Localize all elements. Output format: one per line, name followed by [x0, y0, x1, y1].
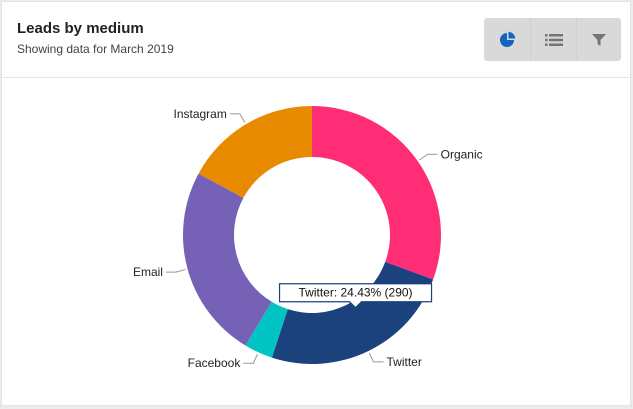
- slice-instagram[interactable]: [198, 105, 312, 198]
- slice-twitter[interactable]: [271, 261, 434, 364]
- label-instagram: Instagram: [173, 107, 226, 121]
- leader-line-instagram: [229, 113, 246, 123]
- view-toolbar: [484, 18, 621, 61]
- chart-subtitle: Showing data for March 2019: [17, 42, 174, 56]
- slice-facebook[interactable]: [245, 301, 288, 358]
- label-facebook: Facebook: [188, 356, 242, 370]
- chart-tooltip: Twitter: 24.43% (290): [278, 283, 433, 309]
- donut-chart: Organic Twitter Facebook Email Instagram Twit…: [133, 105, 483, 370]
- pie-view-button[interactable]: [484, 18, 530, 61]
- label-twitter: Twitter: [387, 355, 422, 369]
- leader-line-twitter: [368, 352, 384, 363]
- slice-organic[interactable]: [312, 106, 442, 280]
- filter-button[interactable]: [576, 18, 621, 61]
- list-view-button[interactable]: [530, 18, 576, 61]
- leader-line-organic: [419, 153, 438, 161]
- label-organic: Organic: [441, 147, 483, 161]
- tooltip-box: [278, 283, 433, 309]
- pie-chart-icon: [500, 31, 516, 47]
- leader-line-facebook: [243, 353, 258, 364]
- chart-area: Organic Twitter Facebook Email Instagram Twit…: [2, 78, 632, 406]
- label-email: Email: [133, 265, 163, 279]
- list-icon: [544, 33, 563, 46]
- chart-title: Leads by medium: [17, 20, 144, 37]
- card-header: Leads by medium Showing data for March 2…: [2, 2, 630, 78]
- filter-icon: [592, 33, 606, 46]
- leader-line-email: [165, 268, 186, 273]
- tooltip-text: Twitter: 24.43% (290): [299, 286, 413, 300]
- slice-email[interactable]: [183, 173, 272, 346]
